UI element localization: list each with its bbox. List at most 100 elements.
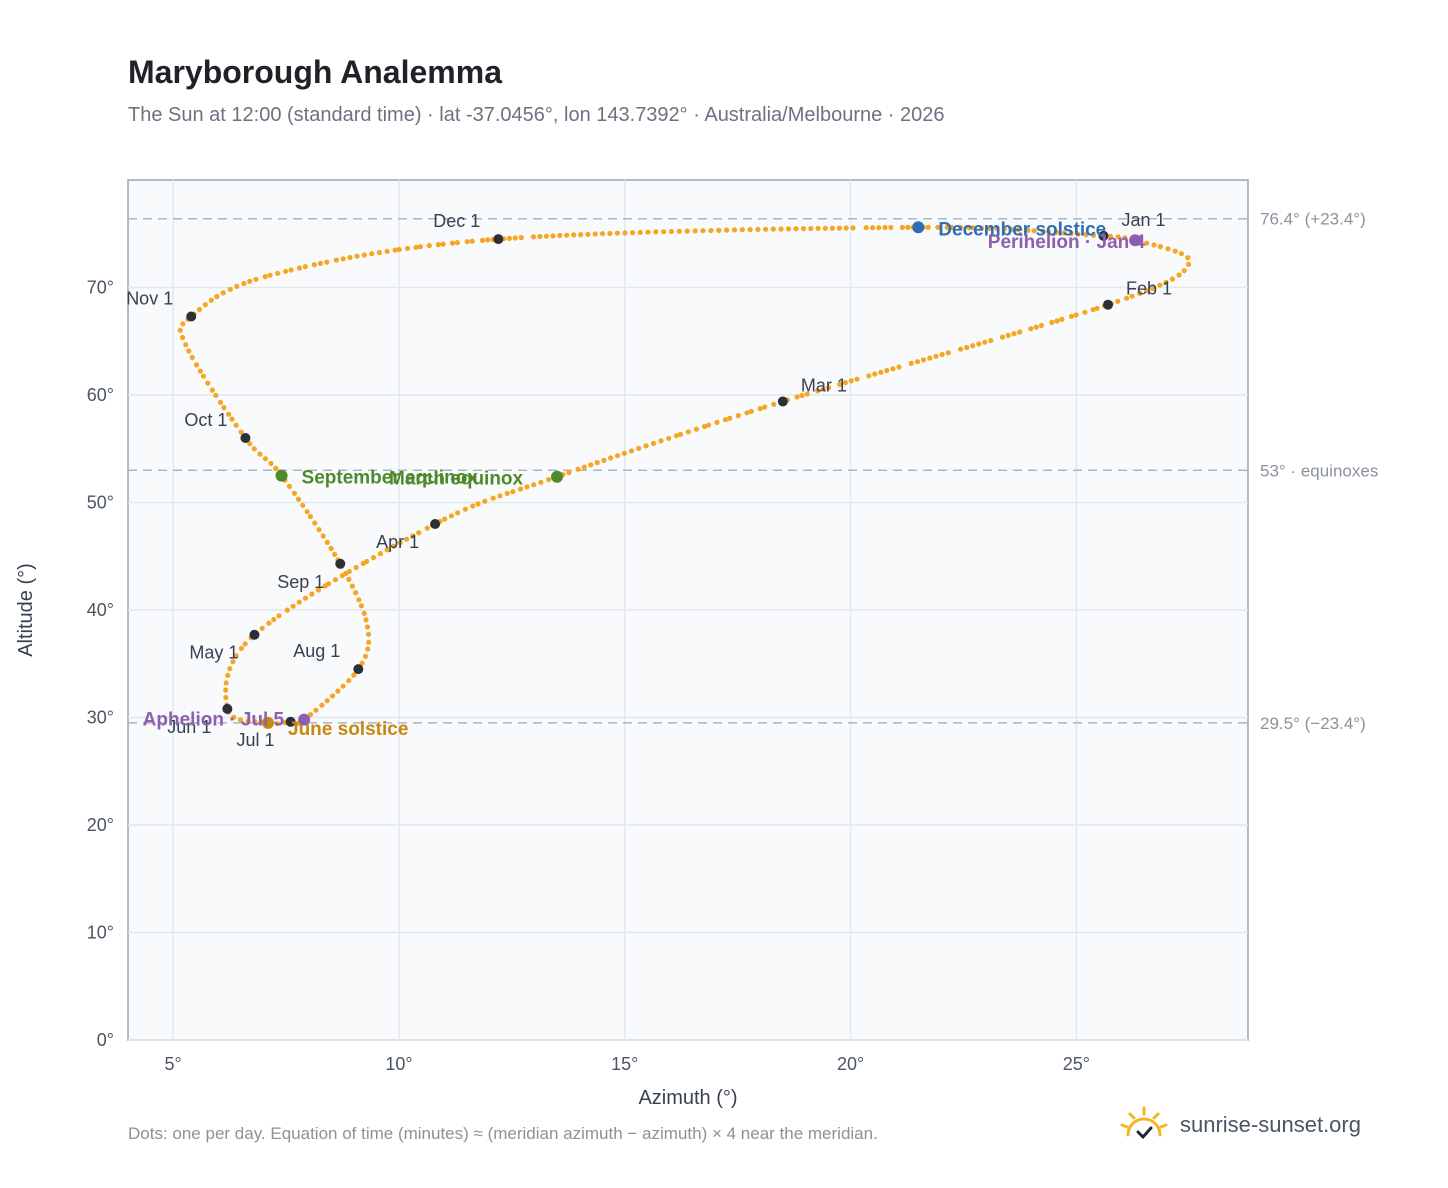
day-dot xyxy=(356,597,362,603)
day-dot xyxy=(653,229,659,235)
day-dot xyxy=(988,337,994,344)
reference-line-label: 76.4° (+23.4°) xyxy=(1260,210,1366,229)
day-dot xyxy=(332,577,338,583)
day-dot xyxy=(735,413,741,419)
day-dot xyxy=(316,527,322,533)
day-dot xyxy=(283,268,289,274)
day-dot xyxy=(205,380,211,386)
event-dot xyxy=(912,221,925,234)
day-dot xyxy=(794,394,800,400)
day-dot xyxy=(369,251,375,257)
reference-line-label: 53° · equinoxes xyxy=(1260,461,1378,480)
day-dot xyxy=(315,587,322,593)
day-dot xyxy=(1181,268,1187,274)
day-dot xyxy=(377,551,383,557)
day-dot xyxy=(876,225,882,231)
day-dot xyxy=(354,253,360,259)
day-dot xyxy=(346,677,352,684)
month-label: May 1 xyxy=(189,643,238,663)
day-dot xyxy=(800,226,807,232)
month-dot xyxy=(353,664,364,675)
footnote: Dots: one per day. Equation of time (min… xyxy=(128,1124,878,1143)
day-dot xyxy=(1157,282,1163,288)
day-dot xyxy=(850,225,856,231)
day-dot xyxy=(1150,285,1156,291)
day-dot xyxy=(183,342,189,348)
month-label: Jan 1 xyxy=(1121,210,1165,230)
y-tick-label: 30° xyxy=(87,708,114,728)
day-dot xyxy=(848,378,854,384)
day-dot xyxy=(724,227,730,233)
day-dot xyxy=(320,533,326,539)
month-dot xyxy=(186,311,197,322)
day-dot xyxy=(290,603,296,609)
day-dot xyxy=(1172,248,1178,254)
day-dot xyxy=(645,229,651,235)
day-dot xyxy=(284,607,290,613)
day-dot xyxy=(614,453,621,459)
day-dot xyxy=(396,246,402,253)
day-dot xyxy=(332,551,338,558)
day-dot xyxy=(464,239,470,245)
month-markers: Jan 1 Feb 1 Mar 1 Apr 1 May 1 Jun 1 Jul 1 Aug 1… xyxy=(126,210,1172,750)
day-dot xyxy=(982,339,988,345)
day-dot xyxy=(328,545,334,552)
day-dot xyxy=(1031,228,1037,234)
day-dot xyxy=(324,539,330,546)
day-dot xyxy=(180,321,186,327)
day-dot xyxy=(366,639,372,645)
day-dot xyxy=(546,477,552,483)
day-dot xyxy=(230,659,236,665)
x-axis-label: Azimuth (°) xyxy=(638,1087,737,1109)
day-dot xyxy=(1068,313,1075,319)
day-dot xyxy=(636,445,642,451)
day-dot xyxy=(1005,332,1011,338)
day-dot xyxy=(1008,226,1015,232)
day-dot xyxy=(684,228,690,234)
brand[interactable]: sunrise-sunset.org xyxy=(1118,1100,1361,1150)
y-tick-label: 60° xyxy=(87,385,114,405)
day-dot xyxy=(543,233,550,239)
day-dot xyxy=(346,576,352,583)
day-dot xyxy=(392,247,398,253)
day-dot xyxy=(778,226,784,232)
day-dot xyxy=(531,482,537,488)
day-dot xyxy=(637,229,643,235)
day-dot xyxy=(479,237,486,243)
day-dot xyxy=(238,429,244,435)
day-dot xyxy=(927,355,933,361)
day-dot xyxy=(391,543,397,549)
day-dot xyxy=(944,224,950,230)
day-dot xyxy=(311,262,317,268)
brand-name[interactable]: sunrise-sunset.org xyxy=(1180,1112,1361,1137)
day-dot xyxy=(1129,293,1135,299)
day-dot xyxy=(878,369,884,375)
day-dot xyxy=(685,429,691,435)
day-dot xyxy=(1090,232,1097,238)
day-dot xyxy=(322,583,328,589)
day-dot xyxy=(351,672,357,678)
day-dot xyxy=(241,280,247,287)
day-dot xyxy=(226,411,232,417)
day-dot xyxy=(970,343,976,349)
day-dot xyxy=(836,225,843,231)
day-dot xyxy=(1176,272,1182,278)
day-dot xyxy=(808,225,814,232)
day-dot xyxy=(1165,246,1171,252)
day-dot xyxy=(863,225,869,231)
day-dot xyxy=(739,227,745,233)
day-dot xyxy=(581,464,587,470)
x-tick-label: 20° xyxy=(837,1054,864,1074)
day-dot xyxy=(273,465,279,472)
day-dot xyxy=(410,533,416,539)
month-dot xyxy=(240,433,251,443)
day-dot xyxy=(925,224,931,230)
day-dot xyxy=(223,687,229,693)
day-dot xyxy=(970,225,976,231)
day-dot xyxy=(748,408,754,414)
day-dot xyxy=(935,224,941,230)
day-dot xyxy=(470,503,476,509)
x-tick-label: 25° xyxy=(1063,1054,1090,1074)
day-dot xyxy=(510,489,516,495)
day-dot xyxy=(815,388,821,394)
